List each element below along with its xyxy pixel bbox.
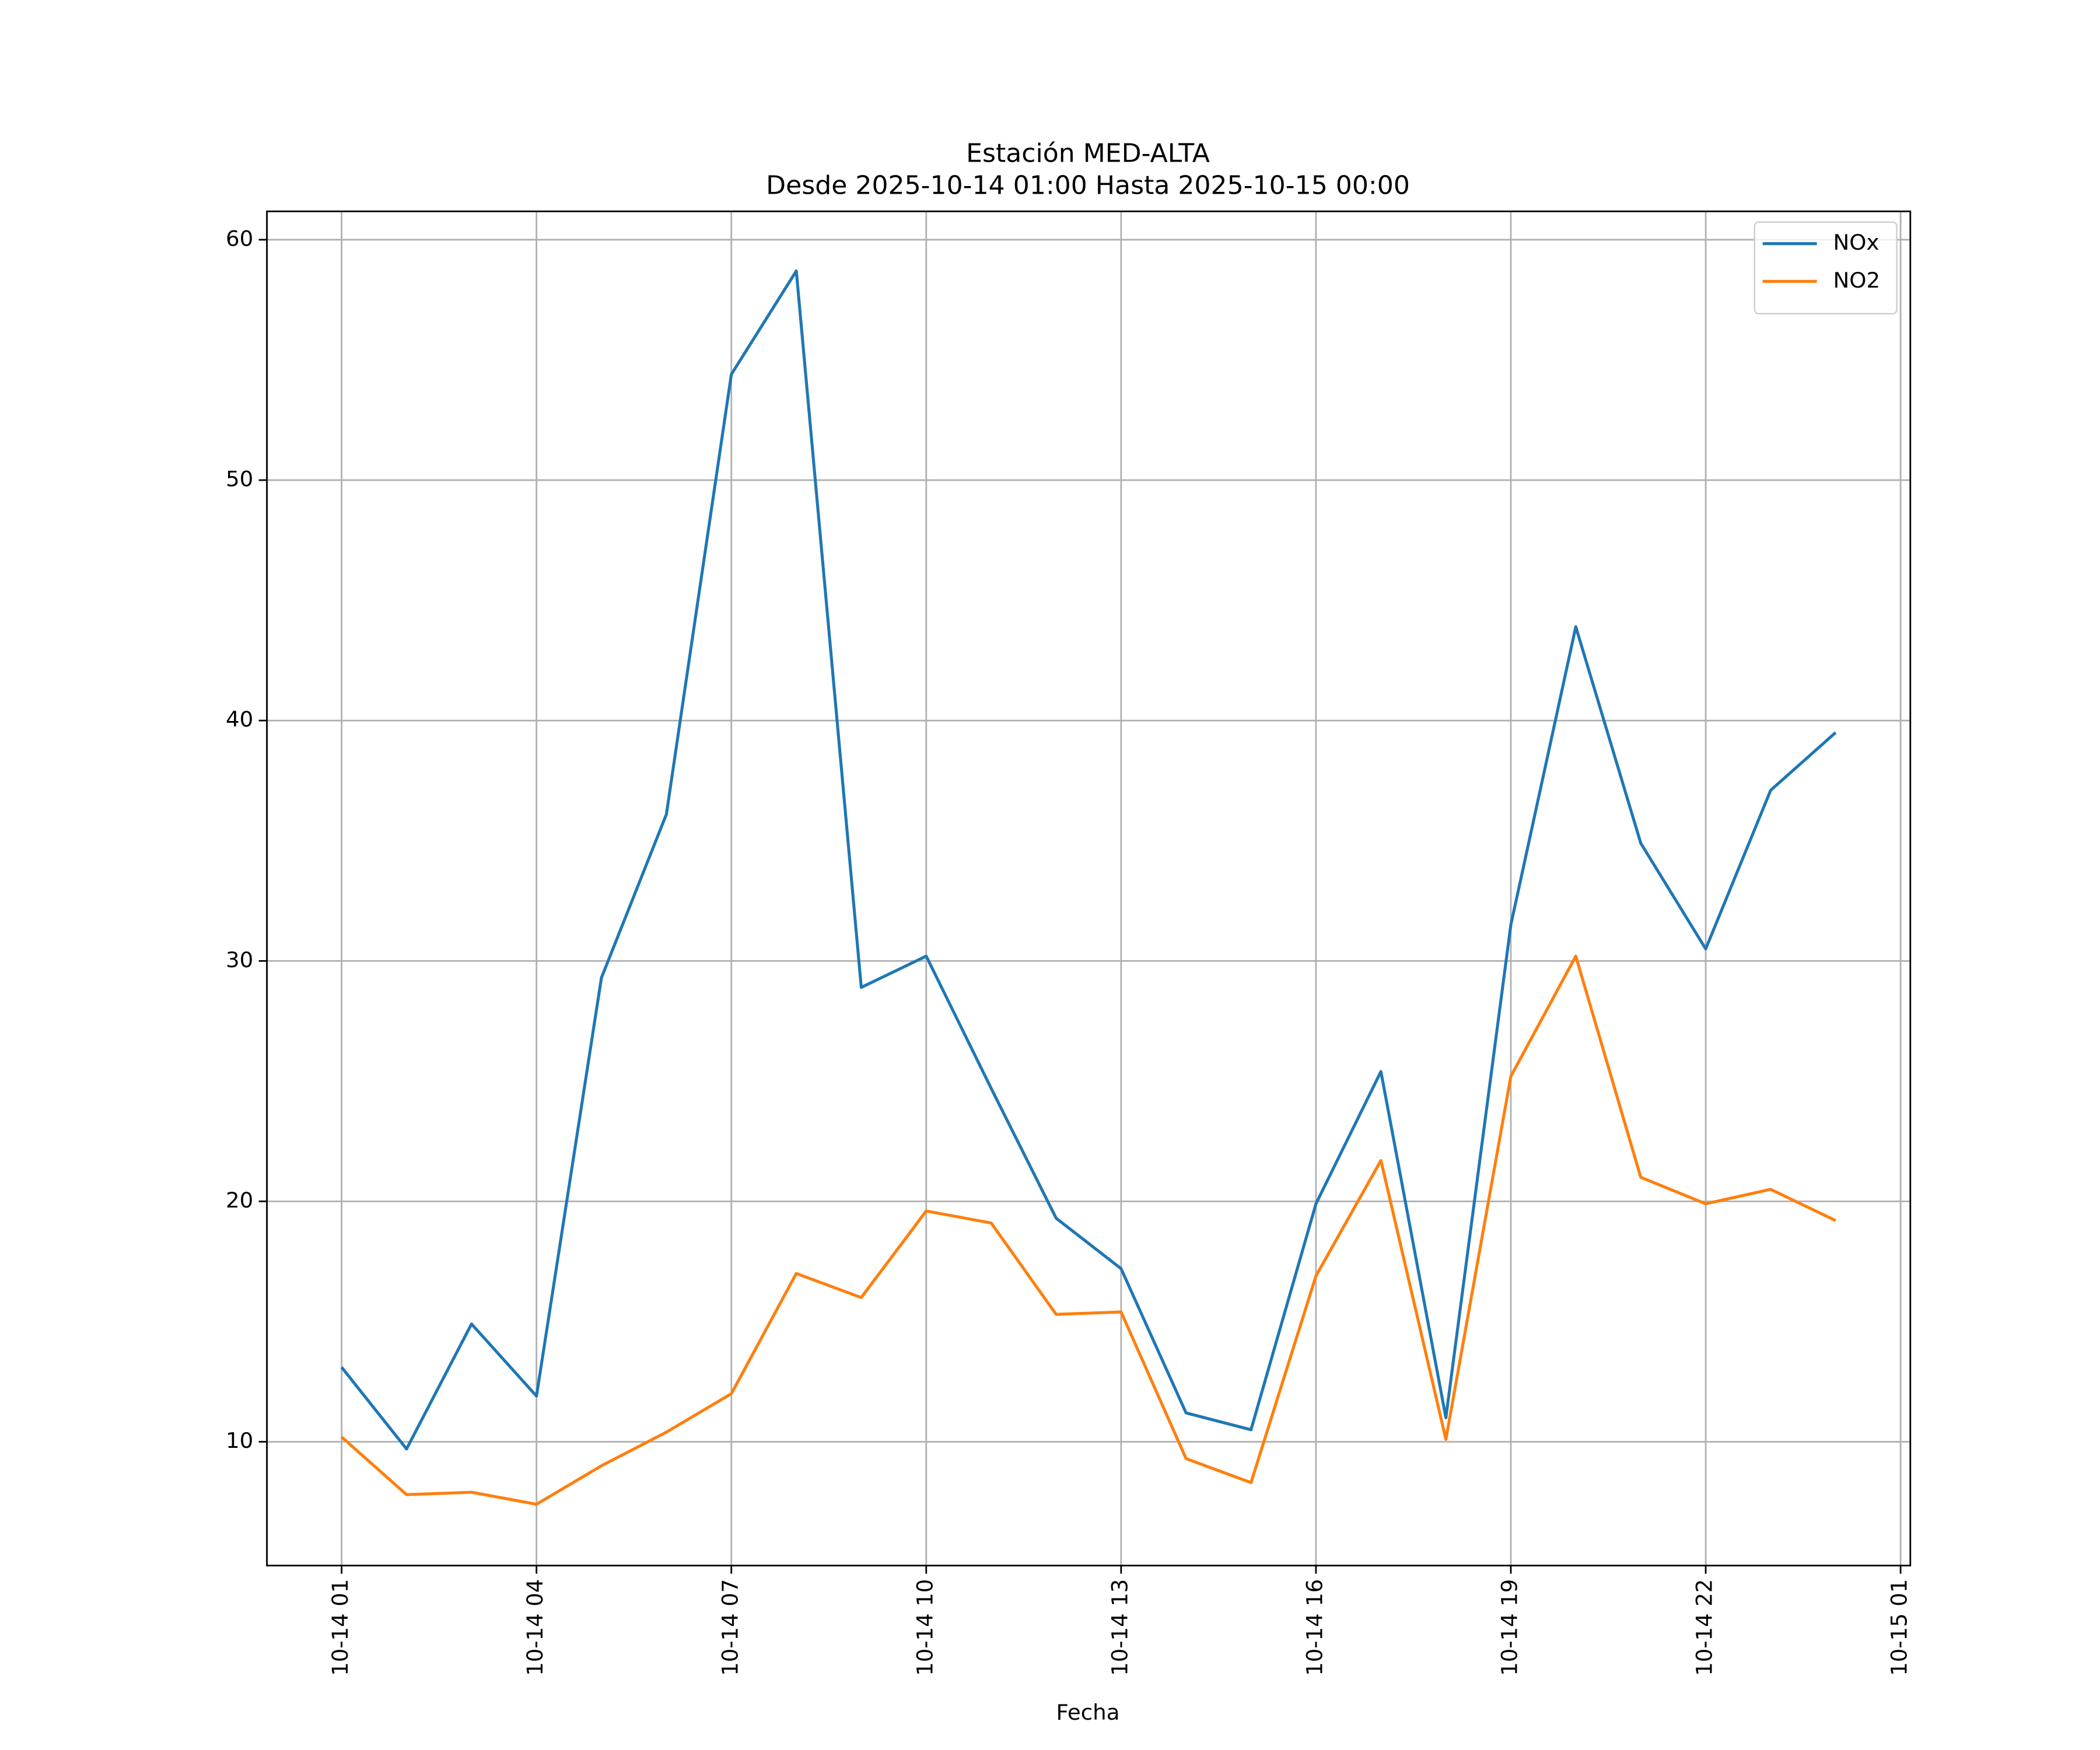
y-tick-label: 30: [226, 947, 253, 972]
x-tick-label: 10-14 10: [912, 1579, 937, 1676]
legend-label: NO2: [1833, 268, 1880, 293]
chart-title: Estación MED-ALTA: [966, 138, 1210, 168]
legend-label: NOx: [1833, 230, 1879, 255]
series-line: [340, 954, 1836, 1506]
plot-frame: [266, 210, 1912, 1567]
x-tick-label: 10-14 16: [1302, 1579, 1327, 1676]
x-tick-label: 10-14 04: [523, 1579, 548, 1676]
y-tick-label: 10: [226, 1428, 253, 1453]
y-tick-label: 50: [226, 467, 253, 492]
x-tick-label: 10-14 01: [328, 1579, 353, 1676]
x-tick-label: 10-14 22: [1692, 1579, 1717, 1676]
x-tick-label: 10-15 01: [1887, 1579, 1912, 1676]
x-tick-label: 10-14 07: [718, 1579, 743, 1676]
plot-area: 10 20 30 40 50 60 10-14 01 10-14 04 10-14 07 10-1…: [226, 210, 1912, 1676]
y-tick-label: 20: [226, 1188, 253, 1213]
series-line: [340, 269, 1837, 1451]
x-axis-label: Fecha: [1056, 1700, 1120, 1725]
y-tick-label: 60: [226, 226, 253, 251]
chart-subtitle: Desde 2025-10-14 01:00 Hasta 2025-10-15 …: [766, 171, 1410, 201]
x-tick-label: 10-14 19: [1497, 1579, 1522, 1676]
x-tick-label: 10-14 13: [1107, 1579, 1132, 1676]
y-tick-label: 40: [226, 707, 253, 732]
